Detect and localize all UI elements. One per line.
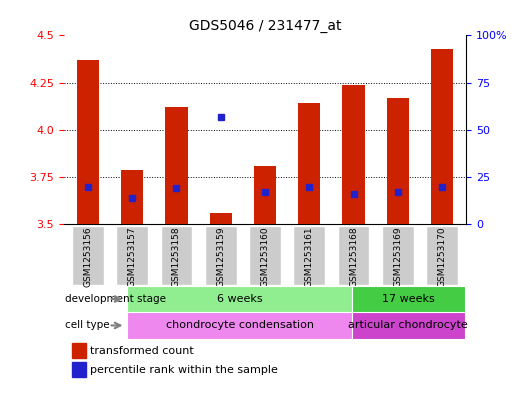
- Bar: [77, 60, 99, 224]
- FancyBboxPatch shape: [426, 226, 458, 285]
- FancyBboxPatch shape: [161, 226, 192, 285]
- Bar: [121, 169, 143, 224]
- Bar: [431, 49, 453, 224]
- FancyBboxPatch shape: [293, 226, 325, 285]
- Bar: [342, 84, 365, 224]
- Bar: [165, 107, 188, 224]
- Bar: [298, 103, 320, 224]
- Text: GSM1253170: GSM1253170: [438, 226, 447, 287]
- FancyBboxPatch shape: [352, 286, 464, 312]
- Text: GSM1253169: GSM1253169: [393, 226, 402, 287]
- FancyBboxPatch shape: [382, 226, 414, 285]
- FancyBboxPatch shape: [352, 312, 464, 339]
- FancyBboxPatch shape: [249, 226, 281, 285]
- Bar: [387, 98, 409, 224]
- Text: GSM1253168: GSM1253168: [349, 226, 358, 287]
- Bar: [210, 213, 232, 224]
- Text: articular chondrocyte: articular chondrocyte: [348, 320, 468, 331]
- FancyBboxPatch shape: [116, 226, 148, 285]
- Text: transformed count: transformed count: [90, 345, 193, 356]
- Text: GSM1253160: GSM1253160: [261, 226, 269, 287]
- FancyBboxPatch shape: [72, 226, 104, 285]
- Text: GSM1253158: GSM1253158: [172, 226, 181, 287]
- Text: development stage: development stage: [66, 294, 166, 304]
- Text: GSM1253161: GSM1253161: [305, 226, 314, 287]
- Text: GSM1253159: GSM1253159: [216, 226, 225, 287]
- FancyBboxPatch shape: [338, 226, 369, 285]
- Text: cell type: cell type: [66, 320, 110, 331]
- Text: GSM1253157: GSM1253157: [128, 226, 137, 287]
- Text: 6 weeks: 6 weeks: [217, 294, 262, 304]
- Title: GDS5046 / 231477_at: GDS5046 / 231477_at: [189, 19, 341, 33]
- Text: percentile rank within the sample: percentile rank within the sample: [90, 365, 278, 375]
- Text: 17 weeks: 17 weeks: [382, 294, 435, 304]
- FancyBboxPatch shape: [127, 312, 352, 339]
- Text: chondrocyte condensation: chondrocyte condensation: [166, 320, 314, 331]
- Bar: [72, 362, 86, 377]
- Bar: [254, 166, 276, 224]
- FancyBboxPatch shape: [127, 286, 352, 312]
- FancyBboxPatch shape: [205, 226, 237, 285]
- Bar: [72, 343, 86, 358]
- Text: GSM1253156: GSM1253156: [83, 226, 92, 287]
